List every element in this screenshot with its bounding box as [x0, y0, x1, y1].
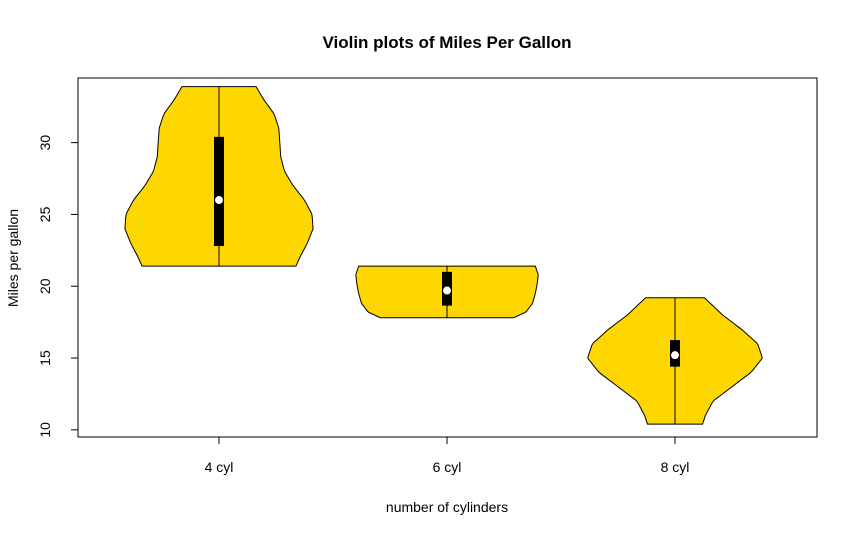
y-tick-label: 10: [37, 422, 53, 438]
median-point-8-cyl: [671, 351, 679, 360]
x-tick-label: 8 cyl: [661, 459, 690, 475]
x-axis: 4 cyl 6 cyl 8 cyl: [205, 436, 690, 475]
y-tick-label: 15: [37, 350, 53, 366]
y-tick-label: 30: [37, 135, 53, 151]
median-point-4-cyl: [215, 196, 223, 205]
median-point-6-cyl: [443, 286, 451, 295]
x-tick-label: 4 cyl: [205, 459, 234, 475]
y-tick-label: 25: [37, 206, 53, 222]
x-axis-label: number of cylinders: [386, 499, 508, 515]
chart-title: Violin plots of Miles Per Gallon: [322, 33, 571, 52]
iqr-box-4-cyl: [214, 136, 224, 247]
y-axis-label: Miles per gallon: [5, 209, 21, 307]
y-tick-label: 20: [37, 278, 53, 294]
violin-group: [124, 86, 763, 425]
y-axis: 10 15 20 25 30: [37, 135, 79, 438]
x-tick-label: 6 cyl: [433, 459, 462, 475]
